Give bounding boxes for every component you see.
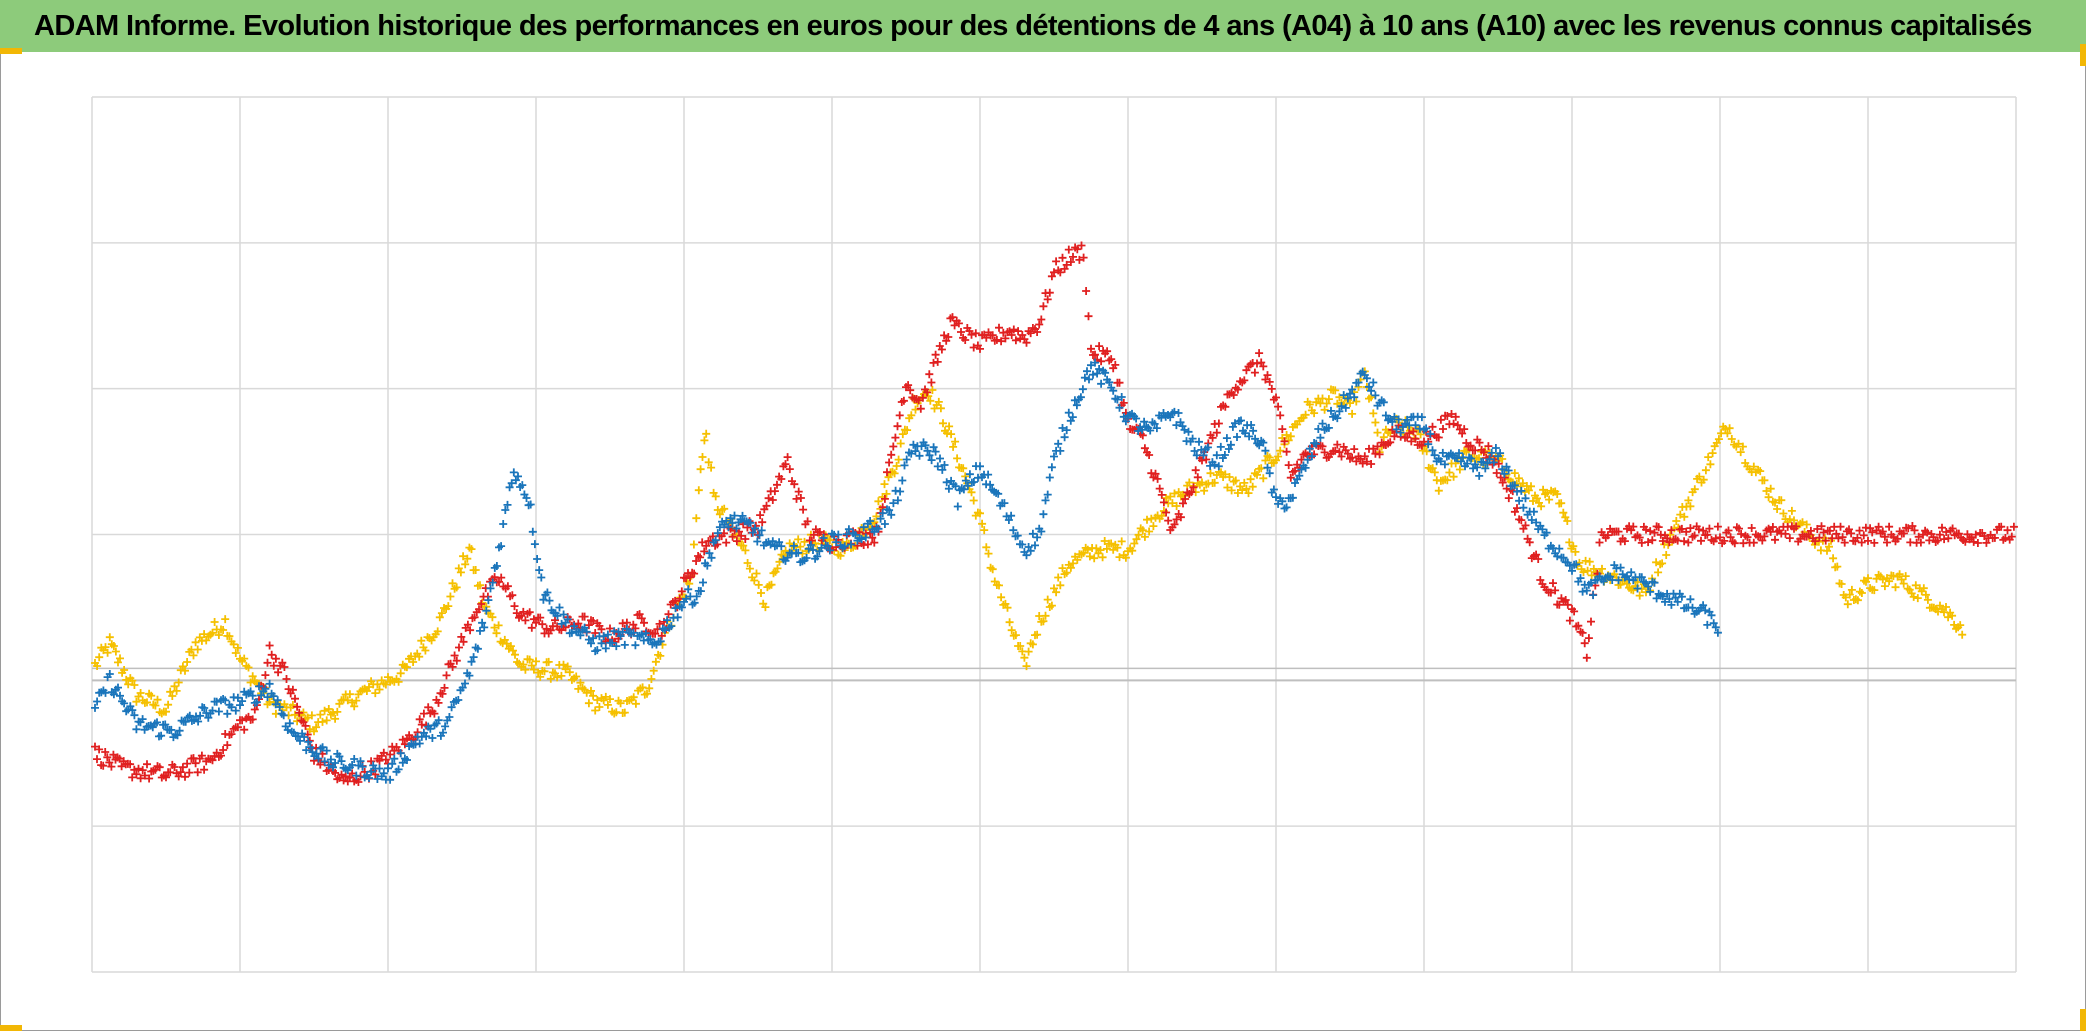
corner-accent-top-left xyxy=(0,48,22,54)
grid-layer xyxy=(91,96,2017,973)
series-3-markers xyxy=(91,358,1722,784)
corner-accent-top-right xyxy=(2080,44,2086,66)
series-3 xyxy=(91,358,1722,784)
title-bar: ADAM Informe. Evolution historique des p… xyxy=(0,0,2086,52)
corner-accent-bottom-left xyxy=(0,1025,22,1031)
chart-title: ADAM Informe. Evolution historique des p… xyxy=(34,9,2032,42)
series-2-markers xyxy=(91,241,2018,786)
series-2 xyxy=(91,241,2018,786)
corner-accent-bottom-right xyxy=(2080,1009,2086,1031)
points-layer xyxy=(91,241,2018,786)
